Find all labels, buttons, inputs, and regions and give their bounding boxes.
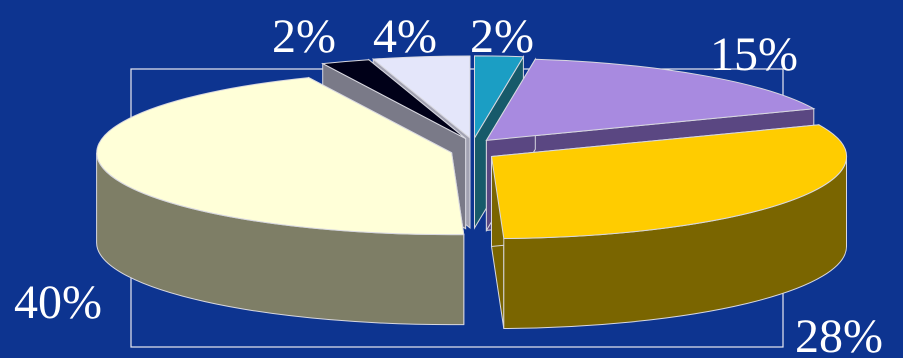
pie-slice-top [490,124,848,240]
pie-slice-top [474,55,525,140]
pie-slice-28-pct [490,124,848,330]
slice-percentage-label: 15% [710,28,798,81]
slice-percentage-label: 28% [795,310,883,358]
pie-slice-top [96,77,465,236]
slice-percentage-label: 2% [470,10,534,63]
slice-percentage-label: 2% [272,10,336,63]
slice-percentage-label: 40% [14,276,102,329]
pie-slice-40-pct [96,76,465,326]
pie-slice-top [321,59,466,140]
pie-slice-top [485,58,816,141]
pie-slice-top [371,55,471,140]
slice-percentage-label: 4% [373,10,437,63]
